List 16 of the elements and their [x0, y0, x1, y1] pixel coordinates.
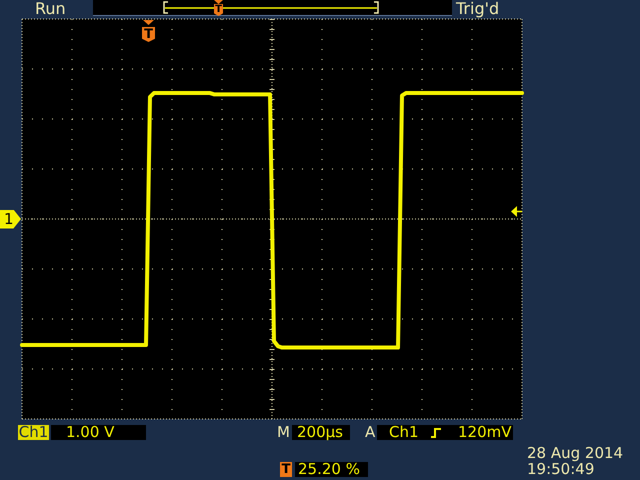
- text: 120mV: [458, 423, 512, 441]
- annotation: 1: [0, 210, 21, 228]
- text: Ch1: [18, 423, 49, 441]
- text: T: [214, 4, 223, 16]
- text: 25.20 %: [298, 460, 360, 478]
- text: T: [280, 462, 292, 477]
- text: 1.00 V: [66, 423, 114, 441]
- text: T: [142, 27, 155, 42]
- text: M: [277, 423, 290, 441]
- text: Run: [35, 0, 66, 18]
- text: Trig'd: [456, 0, 500, 18]
- text: 19:50:49: [527, 460, 594, 478]
- text: 28 Aug 2014: [527, 444, 624, 462]
- text: 200µs: [297, 423, 343, 441]
- text: A: [365, 423, 376, 441]
- text: Ch1: [389, 423, 419, 441]
